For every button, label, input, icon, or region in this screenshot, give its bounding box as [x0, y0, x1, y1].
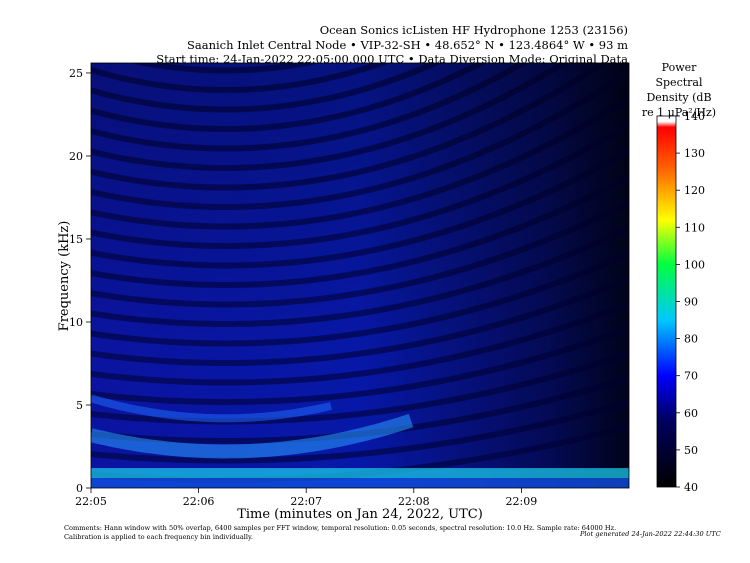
chart-title-line-2: Saanich Inlet Central Node • VIP-32-SH •… — [186, 38, 628, 52]
chart-title-line-3: Start time: 24-Jan-2022 22:05:00.000 UTC… — [156, 52, 628, 66]
y-tick-label: 5 — [76, 399, 83, 412]
x-tick-label: 22:05 — [75, 495, 107, 508]
colorbar-tick-label: 50 — [684, 444, 698, 457]
colorbar-tick-label: 130 — [684, 147, 705, 160]
vessel-noise-arc — [91, 413, 414, 459]
spectrogram-plot-area — [91, 63, 629, 488]
colorbar-tick-label: 80 — [684, 333, 698, 346]
colorbar-tick-label: 90 — [684, 296, 698, 309]
colorbar-tick-label: 120 — [684, 184, 705, 197]
x-tick-label: 22:08 — [398, 495, 430, 508]
y-tick-label: 0 — [76, 482, 83, 495]
vessel-noise-arc-upper — [91, 394, 332, 423]
x-axis-label: Time (minutes on Jan 24, 2022, UTC) — [237, 507, 483, 522]
colorbar-tick-label: 100 — [684, 258, 705, 271]
colorbar-title-line-4: re 1 μPa²/Hz) — [641, 106, 717, 119]
y-tick-label: 10 — [69, 316, 83, 329]
low-frequency-band — [91, 468, 629, 479]
colorbar-title: Power Spectral Density (dB re 1 μPa²/Hz) — [634, 60, 724, 120]
colorbar: 40 50 60 70 80 90 100 110 120 130 140 — [656, 110, 705, 494]
y-tick-label: 15 — [69, 233, 83, 246]
colorbar-tick-label: 60 — [684, 407, 698, 420]
colorbar-tick-label: 140 — [684, 110, 705, 123]
y-tick-label: 20 — [69, 150, 83, 163]
colorbar-title-line-1: Power — [661, 61, 697, 74]
comments-line-2: Calibration is applied to each frequency… — [64, 533, 253, 541]
colorbar-tick-label: 40 — [684, 481, 698, 494]
low-frequency-floor — [91, 478, 629, 488]
comments-line-1: Comments: Hann window with 50% overlap, … — [64, 524, 617, 532]
colorbar-title-line-2: Spectral — [655, 76, 703, 89]
chart-title-line-1: Ocean Sonics icListen HF Hydrophone 1253… — [319, 23, 628, 37]
x-tick-label: 22:06 — [183, 495, 215, 508]
interference-fringe — [130, 63, 321, 74]
colorbar-title-line-3: Density (dB — [646, 91, 712, 104]
x-tick-label: 22:09 — [506, 495, 538, 508]
y-tick-label: 25 — [69, 67, 83, 80]
colorbar-tick-label: 110 — [684, 221, 705, 234]
y-axis-label: Frequency (kHz) — [57, 221, 72, 332]
plot-generated-timestamp: Plot generated 24-Jan-2022 22:44:30 UTC — [580, 530, 721, 538]
x-tick-label: 22:07 — [290, 495, 322, 508]
colorbar-tick-label: 70 — [684, 370, 698, 383]
